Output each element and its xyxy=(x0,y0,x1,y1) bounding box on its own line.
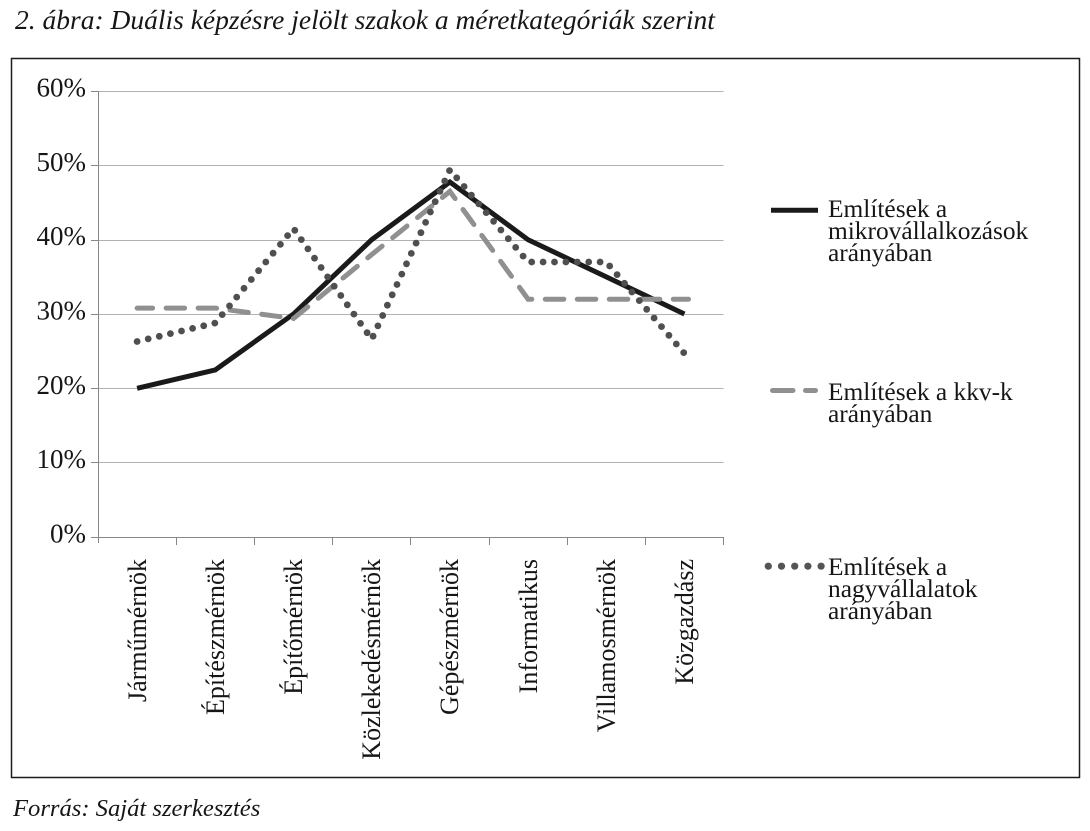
svg-text:Gépészmérnök: Gépészmérnök xyxy=(435,559,464,715)
svg-text:Forrás: Saját szerkesztés: Forrás: Saját szerkesztés xyxy=(12,795,260,822)
svg-text:Közgazdász: Közgazdász xyxy=(670,559,699,685)
svg-text:Említések a: Említések a xyxy=(828,553,947,581)
svg-text:Járműmérnök: Járműmérnök xyxy=(123,559,152,702)
svg-text:Villamosmérnök: Villamosmérnök xyxy=(592,559,621,732)
svg-text:60%: 60% xyxy=(37,73,87,103)
svg-text:Említések a: Említések a xyxy=(828,195,947,223)
svg-text:40%: 40% xyxy=(37,221,87,251)
svg-text:20%: 20% xyxy=(37,370,87,400)
svg-text:Informatikus: Informatikus xyxy=(514,559,543,693)
svg-text:10%: 10% xyxy=(37,444,87,474)
svg-text:arányában: arányában xyxy=(828,239,933,267)
svg-text:nagyvállalatok: nagyvállalatok xyxy=(828,575,978,603)
svg-text:arányában: arányában xyxy=(828,400,933,428)
svg-text:Közlekedésmérnök: Közlekedésmérnök xyxy=(357,559,386,760)
svg-text:0%: 0% xyxy=(50,519,86,549)
svg-text:30%: 30% xyxy=(37,296,87,326)
svg-text:Említések a kkv-k: Említések a kkv-k xyxy=(828,378,1013,406)
svg-text:2. ábra: Duális képzésre jelöl: 2. ábra: Duális képzésre jelölt szakok a… xyxy=(15,4,716,35)
svg-text:mikrovállalkozások: mikrovállalkozások xyxy=(828,217,1029,245)
svg-text:Építőmérnök: Építőmérnök xyxy=(279,559,308,695)
svg-text:50%: 50% xyxy=(37,147,87,177)
svg-text:Építészmérnök: Építészmérnök xyxy=(201,559,230,715)
svg-text:arányában: arányában xyxy=(828,597,933,625)
